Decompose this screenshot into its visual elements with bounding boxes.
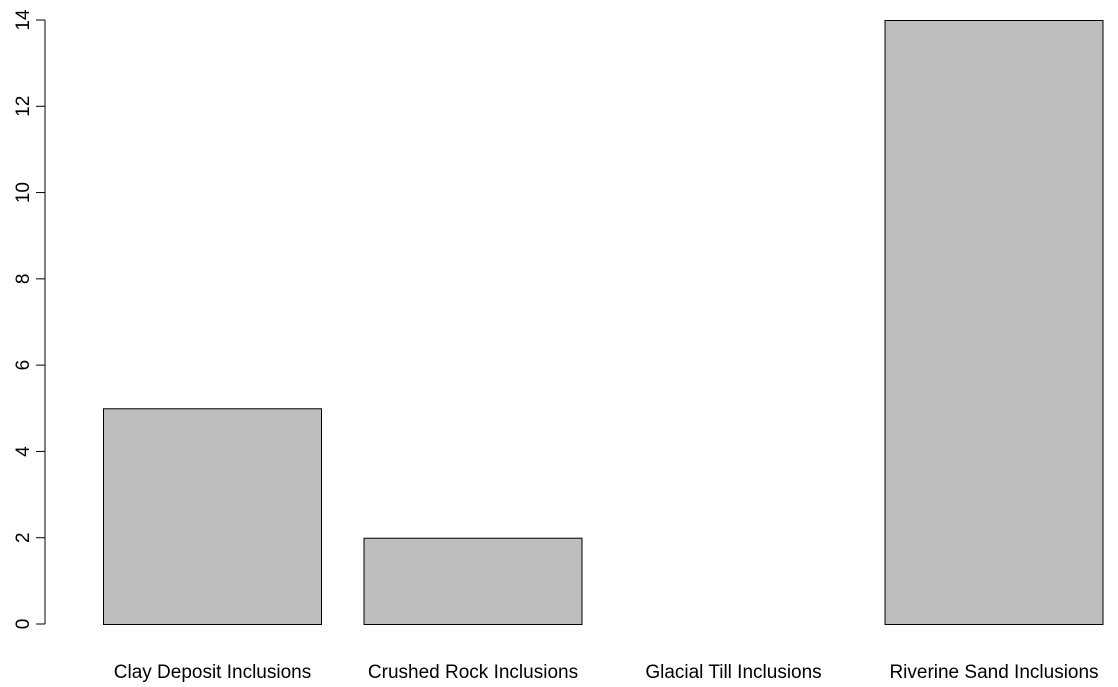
x-category-label: Crushed Rock Inclusions	[368, 662, 578, 683]
bars	[103, 20, 1104, 626]
y-tick-label: 0	[13, 619, 34, 630]
x-axis-labels: Clay Deposit Inclusions Crushed Rock Incl…	[114, 662, 1099, 683]
x-category-label: Clay Deposit Inclusions	[114, 662, 311, 683]
bar	[103, 408, 322, 625]
y-tick-label: 2	[13, 532, 34, 543]
y-tick-label: 6	[13, 360, 34, 371]
y-tick-label: 12	[13, 96, 34, 117]
y-tick-label: 10	[13, 182, 34, 203]
y-tick-label: 14	[13, 9, 34, 31]
bar	[884, 20, 1104, 625]
bar	[363, 537, 583, 626]
x-category-label: Riverine Sand Inclusions	[889, 662, 1098, 683]
y-axis: 0 2 4 6 8 10 12 14	[13, 9, 46, 630]
y-tick-label: 4	[13, 446, 34, 457]
x-category-label: Glacial Till Inclusions	[645, 662, 821, 683]
y-tick-label: 8	[13, 274, 34, 285]
